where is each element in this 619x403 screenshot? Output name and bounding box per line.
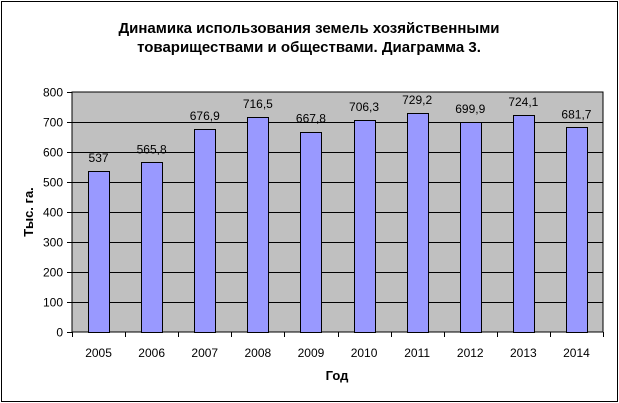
value-label: 681,7 <box>561 107 591 121</box>
x-tick-label: 2008 <box>244 346 271 360</box>
value-label: 565,8 <box>137 142 167 156</box>
x-tick-label: 2005 <box>85 346 112 360</box>
value-label: 716,5 <box>243 97 273 111</box>
x-tick-label: 2007 <box>191 346 218 360</box>
x-tick-label: 2012 <box>457 346 484 360</box>
x-tick-label: 2013 <box>510 346 537 360</box>
chart-title-line-2: товариществами и обществами. Диаграмма 3… <box>137 39 481 56</box>
x-tick-label: 2006 <box>138 346 165 360</box>
y-tick-label: 500 <box>43 176 63 190</box>
value-label: 667,8 <box>296 112 326 126</box>
y-tick-label: 200 <box>43 266 63 280</box>
bar-2010 <box>354 120 376 333</box>
value-label: 676,9 <box>190 109 220 123</box>
y-tick-label: 400 <box>43 206 63 220</box>
bar-2009 <box>300 132 322 333</box>
bars <box>88 113 588 333</box>
bar-2008 <box>247 117 269 333</box>
value-label: 724,1 <box>508 95 538 109</box>
y-tick-label: 100 <box>43 296 63 310</box>
bar-2005 <box>88 171 110 333</box>
x-tick-label: 2009 <box>298 346 325 360</box>
x-tick-label: 2014 <box>563 346 590 360</box>
value-label: 699,9 <box>455 102 485 116</box>
y-axis-label: Тыс. га. <box>21 187 36 237</box>
y-tick-label: 300 <box>43 236 63 250</box>
y-tick-label: 600 <box>43 146 63 160</box>
bar-2006 <box>141 162 163 333</box>
y-tick-label: 0 <box>56 326 63 340</box>
x-axis-ticks: 2005 2006 2007 2008 2009 2010 2011 2012 2013 2014 <box>72 332 604 360</box>
value-label: 706,3 <box>349 100 379 114</box>
y-tick-label: 700 <box>43 116 63 130</box>
x-axis-label: Год <box>326 368 349 383</box>
y-axis-ticks: 0 100 200 300 400 500 600 700 800 <box>43 86 72 340</box>
bar-2011 <box>407 113 429 333</box>
value-labels: 537 565,8 676,9 716,5 667,8 706,3 729,2 699,9 72… <box>89 93 592 165</box>
value-label: 537 <box>89 151 109 165</box>
x-tick-label: 2010 <box>351 346 378 360</box>
bar-2013 <box>513 115 535 333</box>
chart-title-line-1: Динамика использования земель хозяйствен… <box>118 20 499 37</box>
bar-2014 <box>566 127 588 333</box>
x-tick-label: 2011 <box>404 346 430 360</box>
y-tick-label: 800 <box>43 86 63 100</box>
bar-2007 <box>194 129 216 333</box>
value-label: 729,2 <box>402 93 432 107</box>
bar-2012 <box>460 122 482 333</box>
